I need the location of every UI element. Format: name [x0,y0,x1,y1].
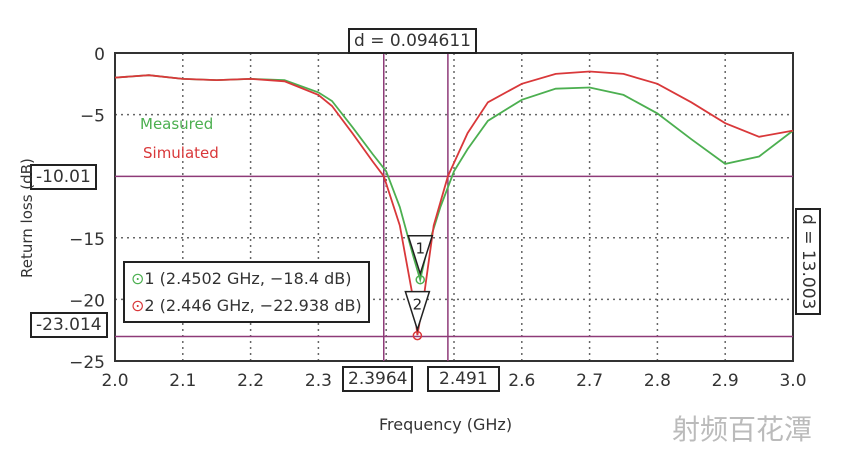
delta-x-label: d = 0.094611 [348,28,477,54]
y-tick-label: −5 [80,107,105,127]
marker-triangle-2 [404,290,431,333]
y-tick-label: −15 [69,230,105,250]
marker-label-2: 2 [413,296,423,314]
hline-label-2: -23.014 [30,312,108,338]
marker-label-1: 1 [415,240,425,258]
vline-label-1: 2.3964 [342,366,414,392]
x-tick-label: 2.6 [508,371,535,391]
hline-label-1: -10.01 [30,164,97,190]
marker-legend-1: ⊙1 (2.4502 GHz, −18.4 dB) [131,269,352,288]
series-line-measured [114,74,794,284]
y-axis-label: Return loss (dB) [18,158,36,278]
x-tick-label: 2.3 [305,371,332,391]
marker-2-icon: ⊙ [131,296,145,315]
x-tick-label: 2.2 [237,371,264,391]
delta-y-label: d = 13.003 [795,208,821,316]
legend-measured: Measured [140,115,214,133]
x-tick-label: 2.1 [169,371,196,391]
y-tick-label: −20 [69,291,105,311]
x-tick-label: 2.0 [101,371,128,391]
x-tick-label: 2.8 [644,371,671,391]
y-tick-label: 0 [94,45,105,65]
marker-legend-2: ⊙2 (2.446 GHz, −22.938 dB) [131,296,362,315]
x-axis-label: Frequency (GHz) [379,415,513,434]
y-tick-label: −25 [69,353,105,373]
marker-triangle-1 [407,234,434,277]
x-tick-label: 2.7 [576,371,603,391]
vline-label-2: 2.491 [427,366,500,392]
x-tick-label: 2.9 [712,371,739,391]
marker-legend: ⊙1 (2.4502 GHz, −18.4 dB) ⊙2 (2.446 GHz,… [123,261,370,323]
watermark: 射频百花潭 [672,413,813,446]
x-tick-label: 3.0 [779,371,806,391]
legend-simulated: Simulated [143,144,219,162]
marker-1-icon: ⊙ [131,269,145,288]
